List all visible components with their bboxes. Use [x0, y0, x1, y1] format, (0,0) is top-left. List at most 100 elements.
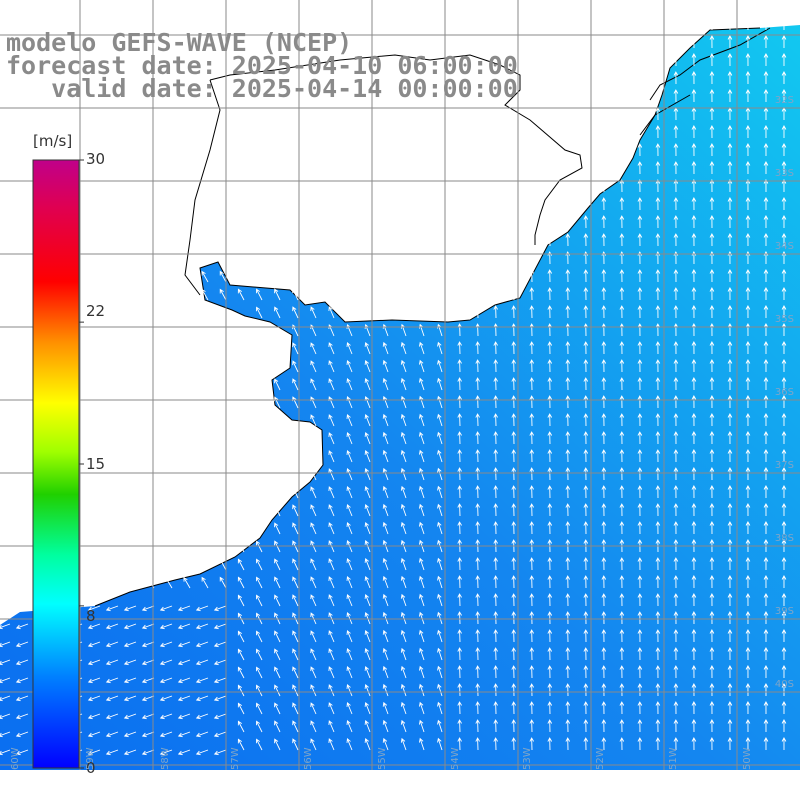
wind-arrow — [511, 359, 517, 373]
wind-arrow — [493, 305, 499, 319]
wind-arrow — [123, 731, 137, 738]
wind-arrow — [15, 641, 29, 648]
wind-arrow — [583, 503, 589, 517]
wind-arrow — [382, 665, 389, 679]
wind-arrow — [655, 629, 661, 643]
wind-arrow — [691, 413, 697, 427]
wind-arrow — [511, 647, 517, 661]
wind-arrow — [213, 623, 227, 630]
wind-arrow — [565, 485, 571, 499]
wind-arrow — [763, 449, 769, 463]
wind-arrow — [419, 431, 425, 445]
wind-arrow — [105, 731, 119, 738]
wind-arrow — [655, 197, 661, 211]
wind-arrow — [511, 665, 517, 679]
wind-arrow — [673, 683, 679, 697]
wind-arrow — [437, 431, 443, 445]
wind-arrow — [292, 666, 299, 679]
wind-arrow — [328, 468, 335, 481]
wind-arrow — [493, 413, 499, 427]
wind-arrow — [310, 306, 317, 319]
wind-arrow — [346, 360, 353, 373]
wind-arrow — [601, 485, 607, 499]
wind-arrow — [583, 611, 589, 625]
wind-arrow — [655, 161, 661, 175]
wind-arrow — [400, 449, 407, 463]
wind-arrow — [709, 233, 715, 247]
lon-label: 60W — [10, 747, 21, 770]
wind-arrow — [781, 431, 787, 445]
wind-arrow — [328, 648, 335, 661]
wind-arrow — [364, 485, 371, 499]
colorbar-tick-label: 8 — [86, 607, 96, 625]
wind-arrow — [673, 53, 679, 67]
wind-arrow — [763, 611, 769, 625]
wind-arrow — [400, 665, 407, 679]
wind-arrow — [493, 683, 499, 697]
wind-arrow — [691, 143, 697, 157]
wind-arrow — [583, 449, 589, 463]
wind-arrow — [457, 431, 462, 445]
wind-arrow — [292, 630, 299, 643]
wind-arrow — [601, 575, 607, 589]
wind-arrow — [310, 342, 317, 355]
wind-arrow — [475, 647, 481, 661]
colorbar-unit: [m/s] — [33, 132, 73, 150]
wind-arrow — [619, 593, 625, 607]
wind-arrow — [105, 677, 119, 684]
wind-arrow — [565, 431, 571, 445]
wind-arrow — [619, 323, 625, 337]
wind-arrow — [691, 359, 697, 373]
wind-arrow — [655, 467, 661, 481]
wind-arrow — [177, 749, 191, 756]
wind-arrow — [601, 629, 607, 643]
wind-arrow — [745, 17, 751, 31]
wind-arrow — [511, 485, 517, 499]
wind-arrow — [475, 503, 481, 517]
wind-arrow — [400, 503, 407, 517]
wind-arrow — [727, 485, 733, 499]
lat-label: 40S — [774, 679, 794, 690]
wind-arrow — [781, 233, 787, 247]
wind-arrow — [601, 701, 607, 715]
wind-arrow — [745, 161, 751, 175]
wind-arrow — [763, 485, 769, 499]
wind-arrow — [673, 647, 679, 661]
wind-arrow — [583, 215, 589, 229]
wind-arrow — [292, 288, 299, 301]
wind-arrow — [655, 359, 661, 373]
wind-arrow — [583, 521, 589, 535]
wind-arrow — [691, 647, 697, 661]
wind-arrow — [437, 359, 443, 373]
wind-arrow — [673, 305, 679, 319]
wind-arrow — [141, 659, 155, 666]
wind-arrow — [781, 215, 787, 229]
wind-arrow — [547, 359, 553, 373]
wind-arrow — [565, 521, 571, 535]
wind-arrow — [655, 503, 661, 517]
wind-arrow — [727, 197, 733, 211]
wind-arrow — [0, 623, 11, 630]
wind-arrow — [237, 720, 245, 733]
wind-arrow — [655, 557, 661, 571]
wind-arrow — [673, 179, 679, 193]
lon-label: 53W — [522, 747, 533, 770]
wind-arrow — [745, 629, 751, 643]
wind-arrow — [547, 467, 553, 481]
wind-arrow — [437, 683, 443, 697]
wind-arrow — [601, 557, 607, 571]
wind-arrow — [400, 413, 407, 427]
wind-arrow — [419, 395, 425, 409]
wind-arrow — [763, 269, 769, 283]
wind-arrow — [655, 323, 661, 337]
colorbar-tick-label: 30 — [86, 150, 106, 168]
wind-arrow — [493, 449, 499, 463]
wind-arrow — [346, 378, 353, 391]
wind-arrow — [745, 737, 751, 751]
wind-arrow — [547, 485, 553, 499]
wind-arrow — [457, 395, 462, 409]
wind-arrow — [123, 713, 137, 720]
wind-arrow — [274, 666, 281, 679]
wind-arrow — [457, 593, 462, 607]
